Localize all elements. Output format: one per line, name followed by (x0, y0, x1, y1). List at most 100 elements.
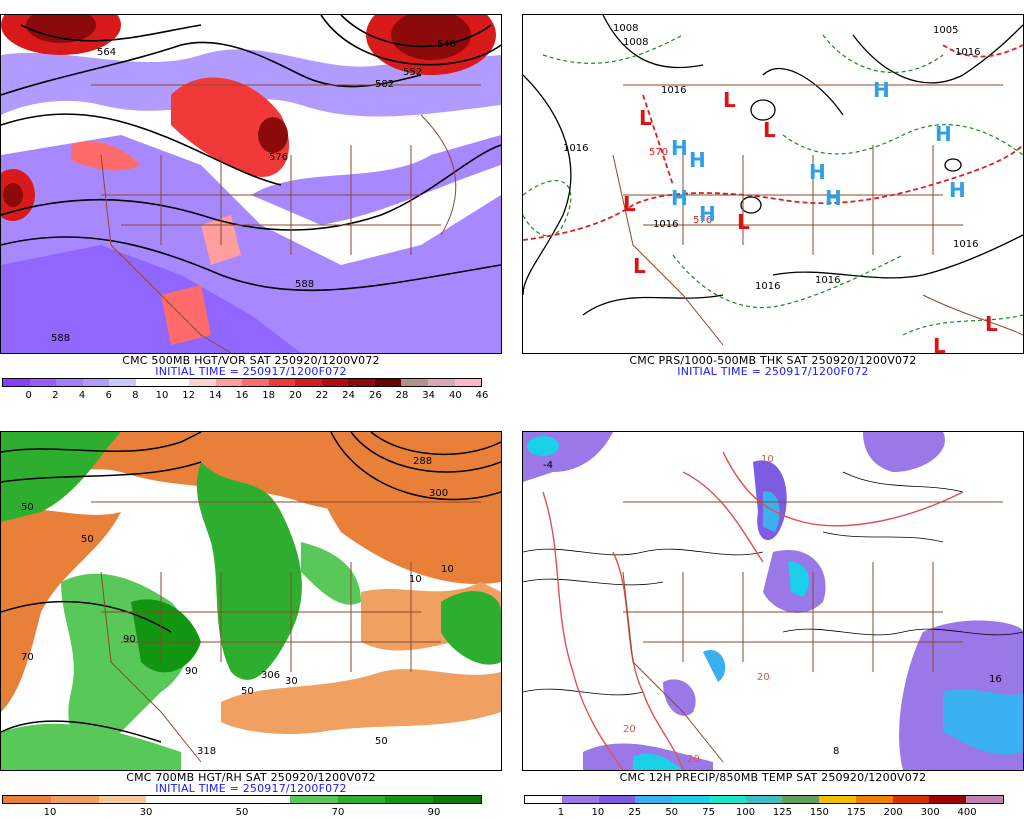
rh-label: 50 (21, 502, 34, 513)
low-symbol: L (623, 192, 636, 216)
isobar-label: 1016 (653, 219, 678, 230)
high-symbol: H (825, 186, 842, 210)
panel-precip-850mb-temp: 10 20 20 20 16 -4 8 CMC 12H PRECIP/850MB… (522, 417, 1024, 818)
rh-label: 50 (81, 534, 94, 545)
high-symbol: H (671, 186, 688, 210)
colorbar-ticks: 10 30 50 70 90 (2, 807, 482, 819)
colorbar-swatch (50, 796, 99, 803)
colorbar-swatch (819, 796, 856, 803)
colorbar-swatch (194, 796, 242, 803)
colorbar-ticks: 0 2 4 6 8 10 12 14 16 18 20 22 24 26 28 34 40 46 (2, 390, 488, 402)
colorbar (2, 795, 482, 804)
colorbar-swatch (635, 796, 673, 803)
temp-label: 10 (761, 454, 774, 465)
isobar-label: 1008 (623, 37, 648, 48)
colorbar-swatch (385, 796, 434, 803)
colorbar-swatch (708, 796, 746, 803)
panel-500mb-vorticity: 564 540 552 582 576 588 588 CMC 500MB HG… (0, 0, 502, 401)
contour-label: 582 (375, 79, 394, 90)
colorbar-tick-label: 26 (368, 390, 382, 401)
colorbar (2, 378, 482, 387)
rh-label: 70 (21, 652, 34, 663)
colorbar-tick-label: 50 (235, 807, 249, 818)
colorbar-tick-label: 24 (342, 390, 356, 401)
isobar-label: 1016 (953, 239, 978, 250)
panel-pressure-thickness: 1008 1008 1016 1016 1016 570 576 1016 10… (522, 0, 1024, 388)
vorticity-map: 564 540 552 582 576 588 588 (0, 14, 502, 354)
contour-label: 564 (97, 47, 116, 58)
high-symbol: H (671, 136, 688, 160)
colorbar-swatch (374, 379, 402, 386)
colorbar-swatch (782, 796, 820, 803)
thickness-label: 570 (649, 147, 668, 158)
colorbar-swatch (321, 379, 349, 386)
colorbar-tick-label: 16 (235, 390, 249, 401)
colorbar-swatch (188, 379, 216, 386)
initial-time: INITIAL TIME = 250917/1200F072 (677, 365, 869, 378)
contour-label: 318 (197, 746, 216, 757)
colorbar-ticks: 1 10 25 50 75 100 125 150 175 200 300 400 (524, 807, 1004, 819)
colorbar-tick-label: 28 (395, 390, 409, 401)
colorbar-tick-label: 300 (920, 807, 940, 818)
contour-label: 540 (437, 39, 456, 50)
rh-label: 10 (441, 564, 454, 575)
colorbar-tick-label: 200 (883, 807, 903, 818)
contour-label: 306 (261, 670, 280, 681)
colorbar-tick-label: 18 (262, 390, 276, 401)
rh-label: 30 (285, 676, 298, 687)
colorbar-swatch (401, 379, 428, 386)
temp-label: 16 (989, 674, 1002, 685)
colorbar-tick-label: 46 (475, 390, 489, 401)
colorbar-swatch (598, 796, 636, 803)
high-symbol: H (949, 178, 966, 202)
contour-label: 552 (403, 67, 422, 78)
contour-label: 288 (413, 456, 432, 467)
pressure-map: 1008 1008 1016 1016 1016 570 576 1016 10… (522, 14, 1024, 354)
temp-label: 8 (833, 746, 839, 757)
colorbar-tick-label: 22 (315, 390, 329, 401)
colorbar-tick-label: 70 (331, 807, 345, 818)
colorbar-swatch (672, 796, 709, 803)
colorbar-swatch (929, 796, 967, 803)
isobar-label: 1005 (933, 25, 958, 36)
isobar-label: 1008 (613, 23, 638, 34)
colorbar-swatch (561, 796, 599, 803)
colorbar-swatch (433, 796, 481, 803)
colorbar-swatch (348, 379, 375, 386)
colorbar-tick-label: 400 (957, 807, 977, 818)
colorbar-swatch (966, 796, 1003, 803)
colorbar-tick-label: 30 (139, 807, 153, 818)
isobar-label: 1016 (661, 85, 686, 96)
colorbar-tick-label: 10 (43, 807, 57, 818)
low-symbol: L (737, 210, 750, 234)
colorbar-tick-label: 40 (448, 390, 462, 401)
colorbar-tick-label: 100 (735, 807, 756, 818)
colorbar-tick-label: 12 (182, 390, 196, 401)
low-symbol: L (763, 118, 776, 142)
high-symbol: H (809, 160, 826, 184)
isobar-label: 1016 (563, 143, 588, 154)
rh-label: 50 (241, 686, 254, 697)
isobar-label: 1016 (815, 275, 840, 286)
low-symbol: L (723, 88, 736, 112)
colorbar-tick-label: 6 (105, 390, 112, 401)
colorbar-tick-label: 8 (132, 390, 139, 401)
colorbar-tick-label: 150 (809, 807, 829, 818)
colorbar-tick-label: 75 (702, 807, 715, 818)
low-symbol: L (639, 106, 652, 130)
colorbar-swatch (3, 379, 30, 386)
rh-map: 288 300 318 306 50 50 50 90 90 70 10 10 … (0, 431, 502, 771)
colorbar-swatch (162, 379, 189, 386)
rh-label: 50 (375, 736, 388, 747)
contour-label: 588 (51, 333, 70, 344)
high-symbol: H (935, 122, 952, 146)
initial-time: INITIAL TIME = 250917/1200F072 (155, 782, 347, 795)
colorbar-tick-label: 10 (155, 390, 169, 401)
rh-label: 90 (185, 666, 198, 677)
temp-label: -4 (543, 460, 553, 471)
low-symbol: L (933, 334, 946, 353)
temp-label: 20 (687, 754, 700, 765)
colorbar-swatch (268, 379, 296, 386)
colorbar-tick-label: 14 (208, 390, 222, 401)
colorbar-swatch (525, 796, 562, 803)
